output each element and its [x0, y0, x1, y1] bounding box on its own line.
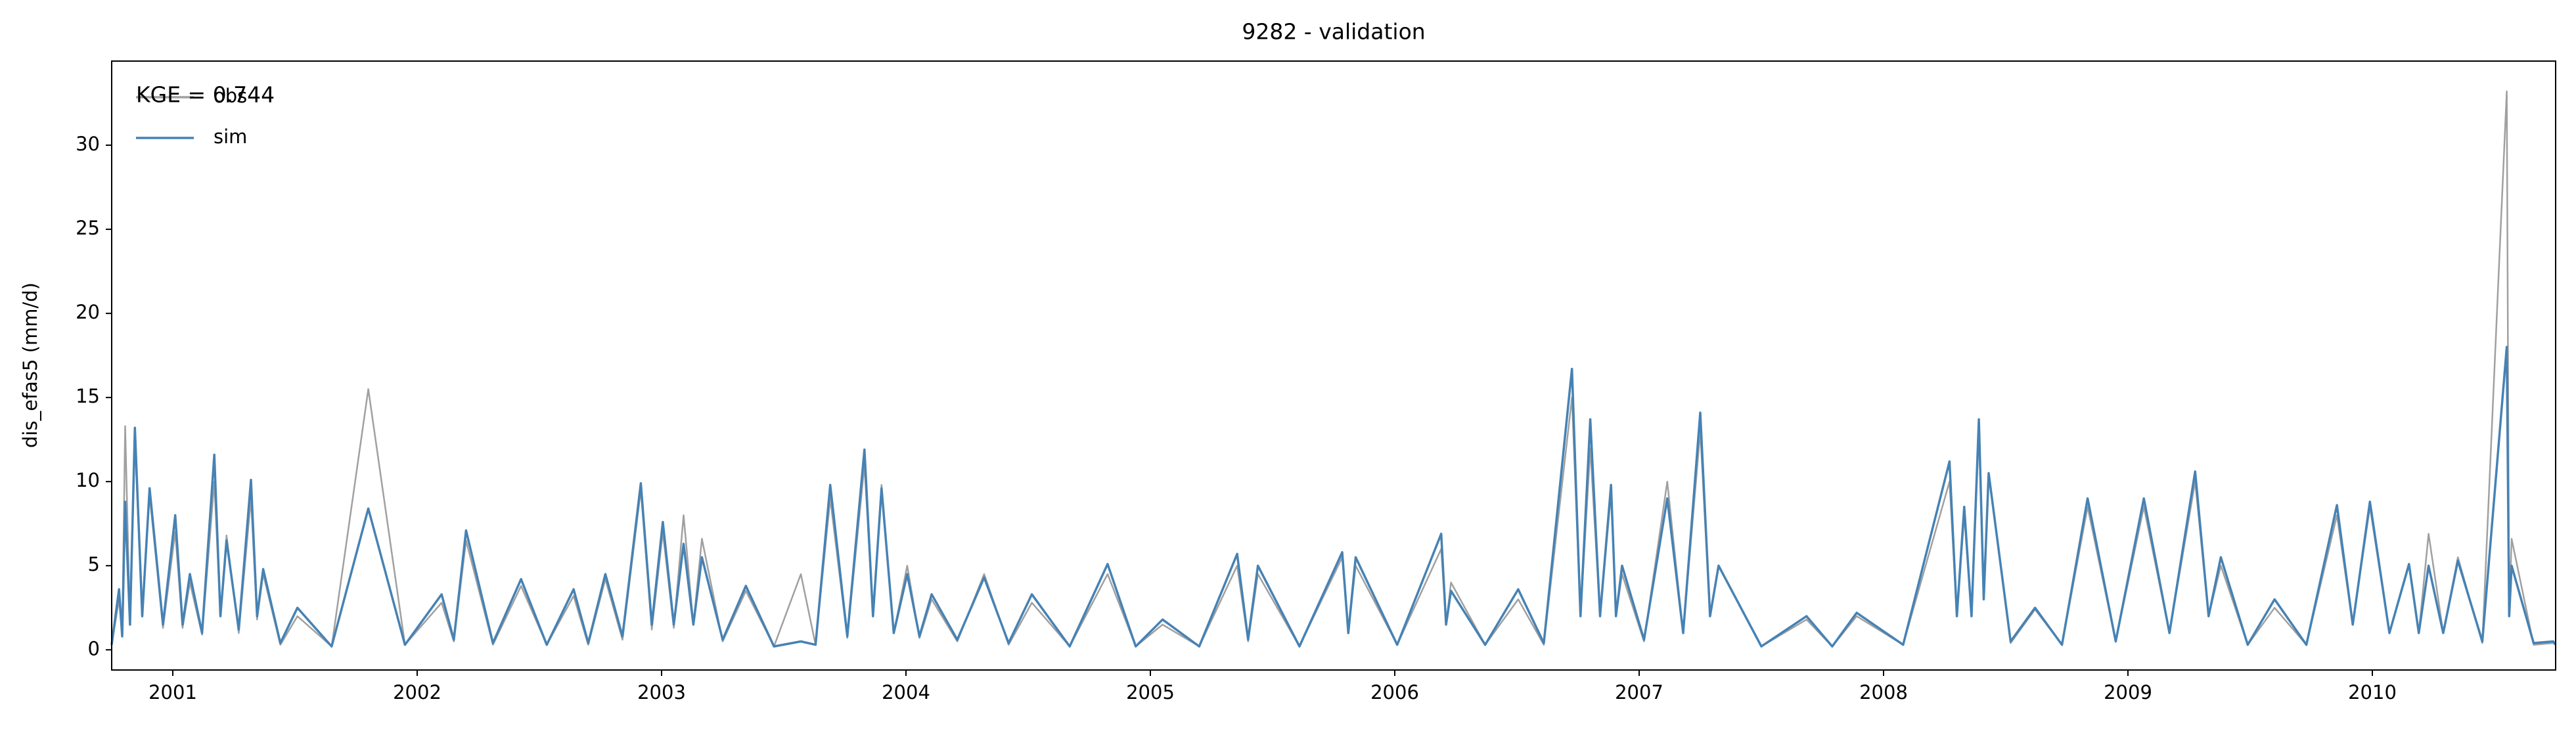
- y-tick-label: 10: [76, 469, 100, 491]
- y-tick-label: 20: [76, 301, 100, 323]
- y-tick-label: 0: [88, 637, 100, 659]
- x-tick-label: 2001: [148, 681, 197, 704]
- y-axis-label: dis_efas5 (mm/d): [19, 282, 41, 448]
- x-tick-label: 2010: [2348, 681, 2397, 704]
- series-line: [110, 346, 2557, 648]
- x-tick-label: 2004: [882, 681, 930, 704]
- x-tick-label: 2009: [2104, 681, 2152, 704]
- y-tick-label: 5: [88, 553, 100, 575]
- x-tick-label: 2003: [637, 681, 686, 704]
- y-tick-label: 25: [76, 217, 100, 239]
- legend-label: obs: [214, 85, 247, 107]
- chart-title: 9282 - validation: [1242, 19, 1425, 45]
- x-tick-label: 2008: [1859, 681, 1908, 704]
- x-tick-label: 2002: [393, 681, 441, 704]
- y-tick-label: 30: [76, 133, 100, 155]
- x-tick-label: 2007: [1615, 681, 1663, 704]
- x-tick-label: 2005: [1126, 681, 1175, 704]
- legend-label: sim: [214, 125, 247, 148]
- annotation: KGE = 0.744: [136, 82, 275, 108]
- x-tick-label: 2006: [1370, 681, 1419, 704]
- y-tick-label: 15: [76, 385, 100, 407]
- plot-frame: [111, 60, 2556, 671]
